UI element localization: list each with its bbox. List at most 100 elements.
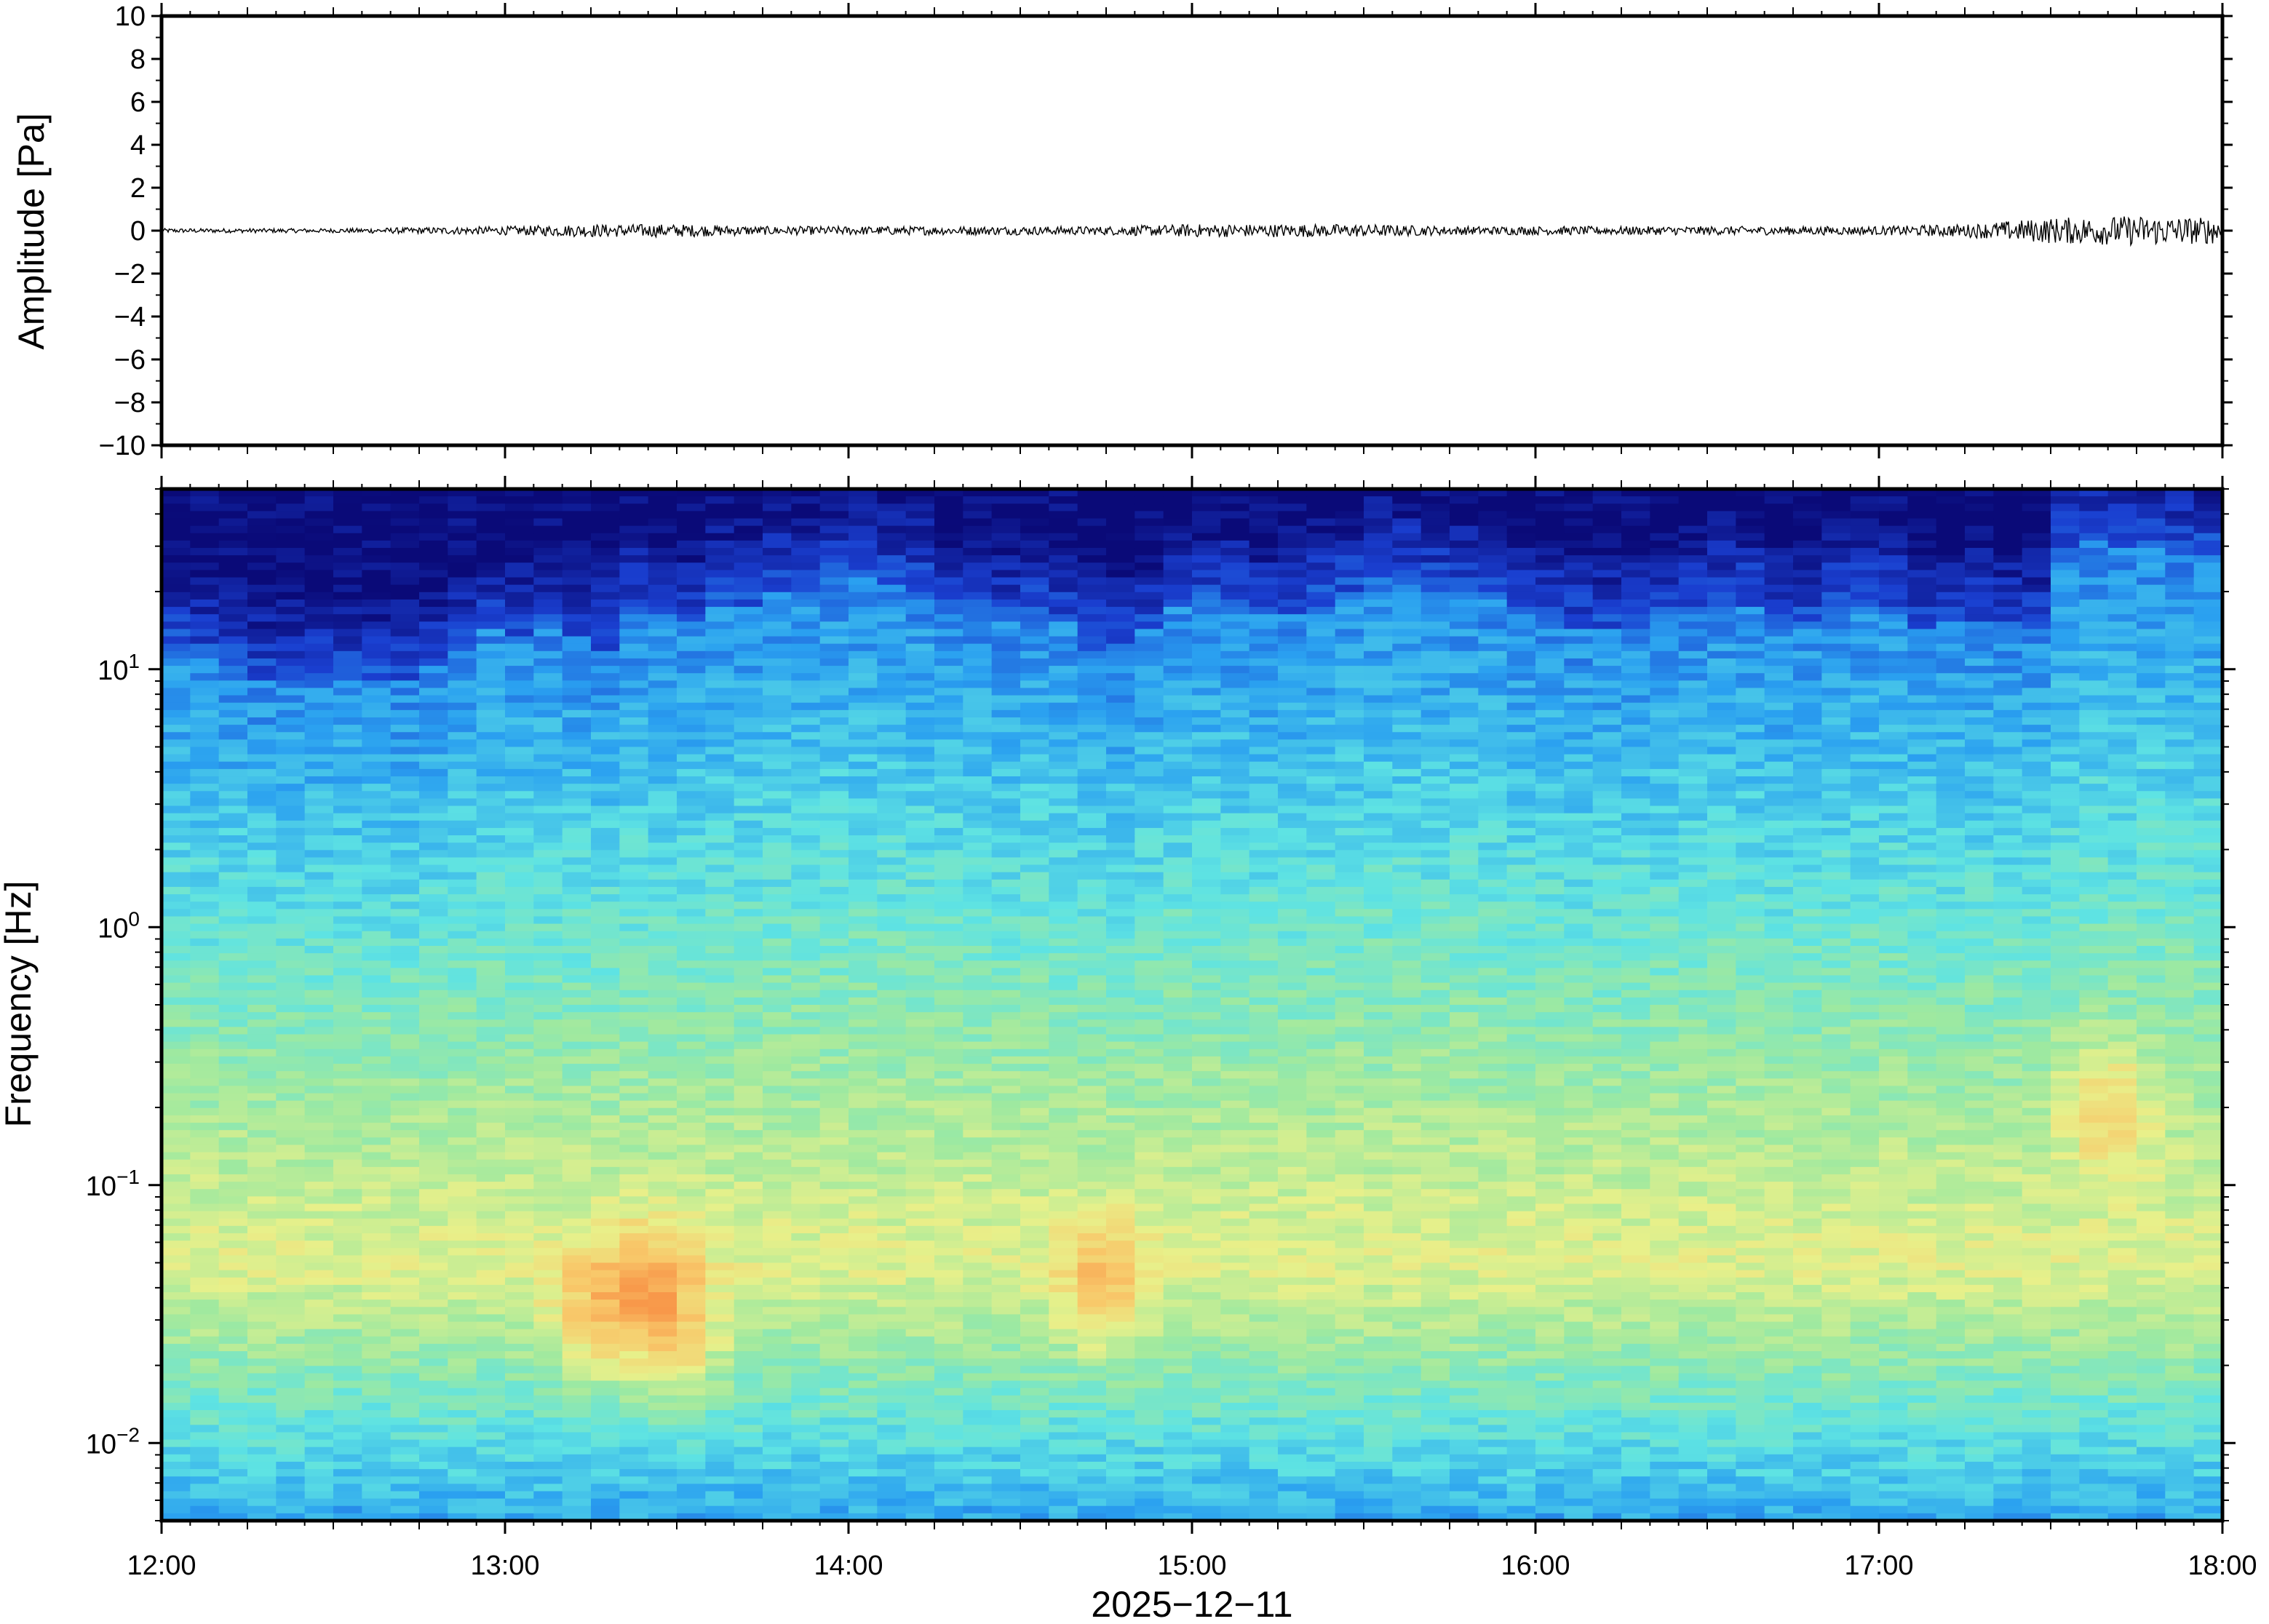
spectrogram-cell <box>448 629 477 637</box>
spectrogram-cell <box>619 577 649 586</box>
spectrogram-cell <box>162 717 191 725</box>
spectrogram-cell <box>390 518 420 527</box>
spectrogram-cell <box>362 1366 392 1374</box>
spectrogram-cell <box>963 1461 993 1470</box>
spectrogram-cell <box>190 1270 220 1278</box>
spectrogram-cell <box>734 489 763 497</box>
spectrogram-cell <box>905 629 935 637</box>
spectrogram-cell <box>991 938 1021 947</box>
spectrogram-cell <box>905 702 935 711</box>
spectrogram-cell <box>705 835 735 843</box>
spectrogram-cell <box>791 886 821 895</box>
spectrogram-cell <box>476 1071 506 1079</box>
spectrogram-cell <box>476 843 506 851</box>
spectrogram-cell <box>819 805 849 814</box>
spectrogram-cell <box>562 1498 592 1507</box>
spectrogram-cell <box>448 658 477 666</box>
spectrogram-cell <box>476 1513 506 1521</box>
spectrogram-cell <box>734 1027 763 1035</box>
spectrogram-cell <box>247 879 277 888</box>
spectrogram-cell <box>390 1019 420 1027</box>
spectrogram-cell <box>819 747 849 755</box>
spectrogram-cell <box>276 975 306 984</box>
spectrogram-cell <box>162 732 191 740</box>
spectrogram-cell <box>276 658 306 666</box>
spectrogram-cell <box>1077 621 1107 630</box>
spectrogram-cell <box>677 1248 706 1256</box>
spectrogram-cell <box>934 1321 963 1330</box>
spectrogram-cell <box>877 1255 907 1264</box>
spectrogram-cell <box>419 1417 448 1425</box>
spectrogram-cell <box>849 1402 878 1411</box>
spectrogram-cell <box>591 577 620 586</box>
spectrogram-cell <box>476 776 506 784</box>
spectrogram-cell <box>648 489 677 497</box>
spectrogram-cell <box>362 1115 392 1123</box>
spectrogram-cell <box>448 916 477 925</box>
spectrogram-cell <box>734 1211 763 1219</box>
spectrogram-cell <box>905 1130 935 1138</box>
spectrogram-cell <box>705 584 735 593</box>
spectrogram-cell <box>705 1159 735 1168</box>
spectrogram-cell <box>276 1513 306 1521</box>
spectrogram-cell <box>562 1005 592 1013</box>
spectrogram-cell <box>476 1100 506 1109</box>
spectrogram-cell <box>162 709 191 718</box>
spectrogram-cell <box>448 511 477 520</box>
spectrogram-cell <box>1077 1402 1107 1411</box>
spectrogram-cell <box>304 1299 334 1307</box>
spectrogram-cell <box>591 923 620 932</box>
spectrogram-cell <box>476 798 506 807</box>
spectrogram-cell <box>218 1225 248 1234</box>
spectrogram-cell <box>419 1321 448 1330</box>
spectrogram-cell <box>677 901 706 909</box>
spectrogram-cell <box>419 754 448 763</box>
spectrogram-cell <box>591 1255 620 1264</box>
spectrogram-cell <box>476 1307 506 1315</box>
spectrogram-cell <box>648 1484 677 1492</box>
spectrogram-cell <box>619 1107 649 1116</box>
spectrogram-cell <box>591 1064 620 1072</box>
spectrogram-cell <box>591 725 620 733</box>
spectrogram-cell <box>1106 923 1135 932</box>
spectrogram-cell <box>591 1166 620 1175</box>
spectrogram-cell <box>276 953 306 961</box>
spectrogram-cell <box>247 1417 277 1425</box>
spectrogram-cell <box>562 1395 592 1404</box>
spectrogram-cell <box>390 813 420 821</box>
spectrogram-cell <box>819 709 849 718</box>
spectrogram-cell <box>877 953 907 961</box>
spectrogram-cell <box>362 732 392 740</box>
spectrogram-cell <box>791 1284 821 1293</box>
spectrogram-cell <box>190 1336 220 1345</box>
spectrogram-cell <box>819 1034 849 1043</box>
spectrogram-cell <box>276 1299 306 1307</box>
spectrogram-cell <box>791 1343 821 1352</box>
spectrogram-cell <box>533 1056 563 1064</box>
spectrogram-cell <box>390 1505 420 1514</box>
spectrogram-cell <box>162 1292 191 1300</box>
spectrogram-cell <box>763 650 792 659</box>
spectrogram-cell <box>505 864 534 873</box>
spectrogram-cell <box>763 901 792 909</box>
spectrogram-cell <box>333 599 362 608</box>
spectrogram-cell <box>705 1513 735 1521</box>
spectrogram-cell <box>791 725 821 733</box>
spectrogram-cell <box>591 975 620 984</box>
spectrogram-cell <box>419 1012 448 1020</box>
spectrogram-cell <box>390 577 420 586</box>
spectrogram-cell <box>419 1152 448 1161</box>
spectrogram-cell <box>505 548 534 556</box>
spectrogram-cell <box>218 1071 248 1079</box>
spectrogram-cell <box>763 607 792 615</box>
spectrogram-cell <box>934 1439 963 1448</box>
spectrogram-cell <box>390 791 420 799</box>
spectrogram-cell <box>476 835 506 843</box>
spectrogram-cell <box>190 791 220 799</box>
spectrogram-cell <box>304 702 334 711</box>
spectrogram-cell <box>1049 864 1078 873</box>
spectrogram-cell <box>390 1461 420 1470</box>
spectrogram-cell <box>1020 754 1049 763</box>
spectrogram-cell <box>218 1034 248 1043</box>
spectrogram-cell <box>648 886 677 895</box>
